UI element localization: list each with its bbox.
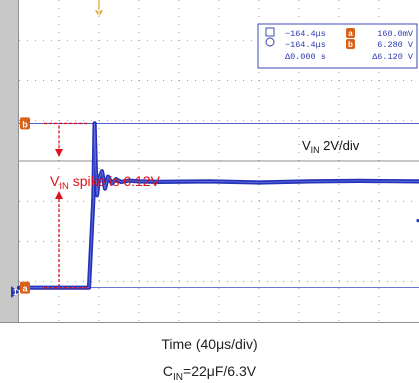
cursor-a-badge-box <box>20 281 30 294</box>
cursor-time-2-icon <box>265 37 275 47</box>
cursor-time-1-icon <box>265 27 275 37</box>
trigger-marker: T <box>95 0 103 18</box>
cursor-a-badge-label: a <box>22 284 28 294</box>
readout-a-badge-box <box>346 28 355 38</box>
channel-1-label: 1 <box>13 288 18 297</box>
spike-arrow-down-head <box>55 149 63 157</box>
cursor-b-badge-box <box>20 117 30 130</box>
spike-annotation-main: V <box>50 173 60 189</box>
offset-dot <box>416 219 419 223</box>
cursor-a-time: −164.4μs <box>285 29 326 39</box>
cursor-delta-value: Δ6.120 V <box>372 52 414 62</box>
cap-rest: =22μF/6.3V <box>183 363 257 379</box>
cap-sub: IN <box>173 372 184 383</box>
trigger-marker-arrow <box>95 10 103 17</box>
vin-scale-annotation-rest: 2V/div <box>320 138 360 153</box>
scope-left-edge <box>18 0 19 322</box>
readout-a-badge-label: a <box>348 29 353 38</box>
spike-annotation: VIN spike is 6.12V <box>50 173 161 192</box>
spike-arrow-up-head <box>55 191 63 199</box>
channel-1-marker: 1 <box>11 285 19 298</box>
cursor-delta-time: Δ0.000 s <box>285 52 326 62</box>
vin-scale-annotation: VIN 2V/div <box>302 138 360 155</box>
vin-scale-annotation-sub: IN <box>311 145 320 155</box>
cursor-b-badge-label: b <box>22 119 28 129</box>
vin-trace-highlight <box>19 123 419 289</box>
cursor-b-badge: b <box>20 117 30 130</box>
spike-annotation-rest: spike is 6.12V <box>69 173 161 189</box>
cursor-a-badge: a <box>20 281 30 294</box>
capacitor-caption: CIN=22μF/6.3V <box>0 363 419 383</box>
time-scale-caption: Time (40μs/div) <box>0 336 419 352</box>
trigger-marker-label: T <box>97 9 102 18</box>
scope-left-strip <box>0 0 18 322</box>
cursor-a-value: 160.0mV <box>377 29 414 39</box>
cursor-b-time: −164.4μs <box>285 40 326 50</box>
cursor-readout-frame <box>257 23 418 69</box>
readout-b-badge-box <box>346 39 355 49</box>
cursor-b-value: 6.280 V <box>377 40 414 50</box>
channel-1-arrow <box>11 285 19 298</box>
cap-main: C <box>162 363 174 379</box>
vin-scale-annotation-main: V <box>302 138 311 153</box>
spike-annotation-sub: IN <box>59 181 69 192</box>
time-scale-text: Time (40μs/div) <box>161 336 258 352</box>
readout-b-badge-label: b <box>348 40 353 49</box>
